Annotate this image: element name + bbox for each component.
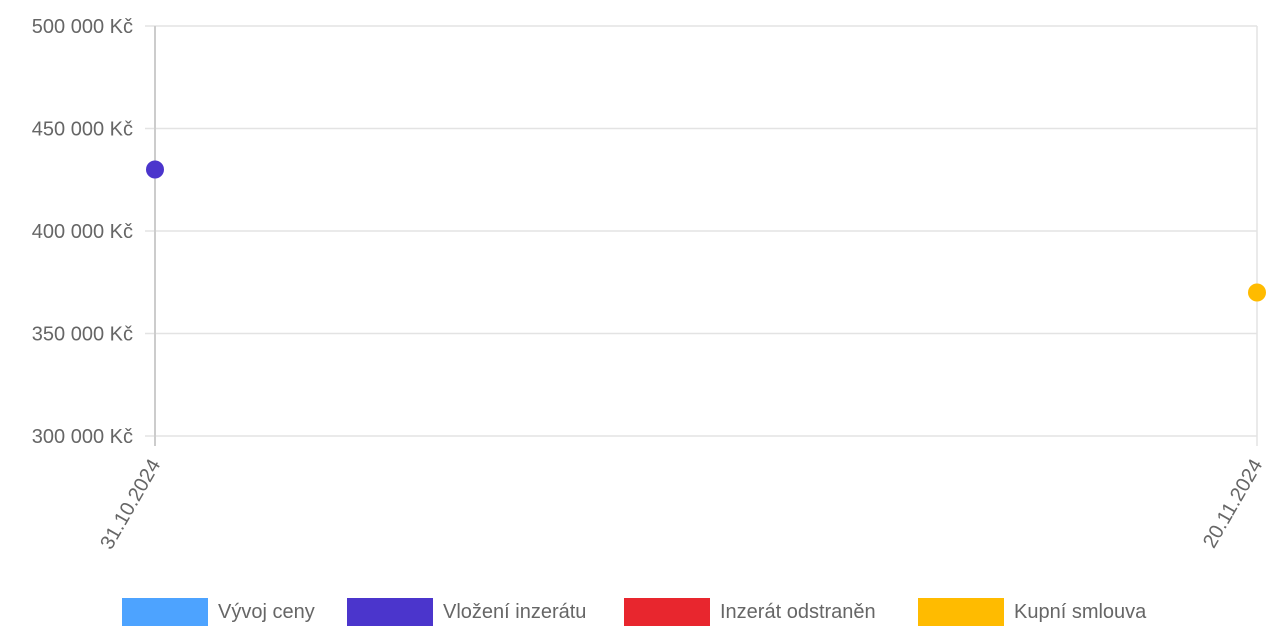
legend-swatch-inzerat-odstranen (624, 598, 710, 626)
legend-item-inzerat-odstranen[interactable]: Inzerát odstraněn (624, 598, 876, 626)
legend-item-vlozeni-inzeratu[interactable]: Vložení inzerátu (347, 598, 586, 626)
legend-swatch-vlozeni-inzeratu (347, 598, 433, 626)
data-point-4 (1248, 283, 1266, 302)
data-points (146, 160, 1266, 302)
y-tick-label: 300 000 Kč (32, 426, 133, 448)
legend-swatch-kupni-smlouva (918, 598, 1004, 626)
legend-label-kupni-smlouva: Kupní smlouva (1014, 601, 1147, 623)
x-tick-label-group: 20.11.2024 (1199, 456, 1267, 552)
x-tick-label: 20.11.2024 (1199, 456, 1267, 552)
grid-lines (145, 25, 1258, 446)
y-tick-label: 500 000 Kč (32, 16, 133, 38)
legend-swatch-vyvoj-ceny (122, 598, 208, 626)
chart-canvas: 500 000 Kč 450 000 Kč 400 000 Kč 350 000 Kč… (32, 16, 1268, 554)
y-tick-label: 450 000 Kč (32, 119, 133, 141)
chart-legend: Vývoj ceny Vložení inzerátu Inzerát odst… (0, 598, 1273, 626)
x-tick-label: 31.10.2024 (96, 456, 165, 554)
legend-label-vlozeni-inzeratu: Vložení inzerátu (443, 601, 587, 623)
data-point-2 (146, 160, 164, 179)
x-tick-label-group: 31.10.2024 (96, 456, 165, 554)
legend-label-inzerat-odstranen: Inzerát odstraněn (720, 601, 876, 623)
legend-item-kupni-smlouva[interactable]: Kupní smlouva (918, 598, 1146, 626)
y-tick-label: 400 000 Kč (32, 221, 133, 243)
legend-label-vyvoj-ceny: Vývoj ceny (218, 601, 315, 623)
legend-item-vyvoj-ceny[interactable]: Vývoj ceny (122, 598, 315, 626)
y-tick-label: 350 000 Kč (32, 324, 133, 346)
y-axis-ticks: 500 000 Kč 450 000 Kč 400 000 Kč 350 000 Kč… (32, 16, 133, 448)
x-axis-ticks: 31.10.2024 20.11.2024 (96, 456, 1267, 554)
